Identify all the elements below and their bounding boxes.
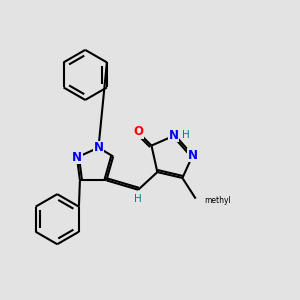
Text: N: N [72, 151, 82, 164]
Text: methyl: methyl [204, 196, 231, 205]
Text: H: H [134, 194, 142, 204]
Text: N: N [188, 149, 198, 162]
Text: H: H [182, 130, 190, 140]
Text: O: O [133, 125, 143, 138]
Text: N: N [169, 129, 178, 142]
Text: N: N [94, 141, 103, 154]
